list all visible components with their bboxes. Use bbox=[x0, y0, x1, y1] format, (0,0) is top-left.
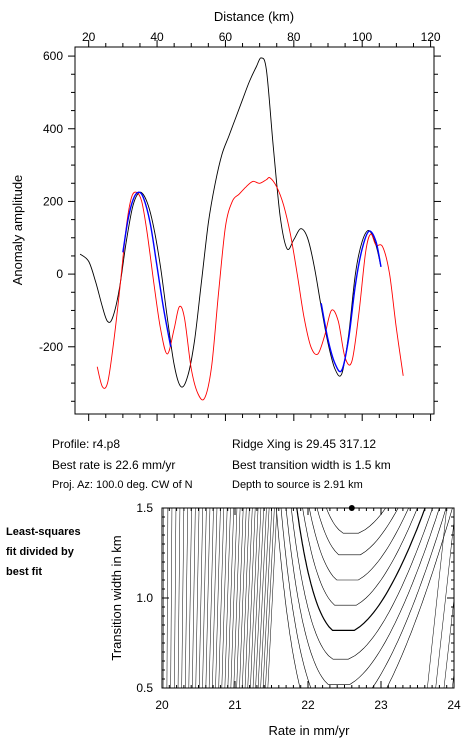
contour-line bbox=[302, 508, 418, 606]
x-tick-label: 21 bbox=[228, 698, 242, 712]
contour-ticks: 20 21 22 23 24 0.5 1.0 1.5 bbox=[136, 501, 461, 712]
least-squares-contour-chart: 20 21 22 23 24 0.5 1.0 1.5 Rate in mm/yr Transi… bbox=[109, 501, 467, 738]
contour-caption-line: best fit bbox=[6, 566, 43, 578]
profile-x-axis-label: Distance (km) bbox=[214, 9, 294, 24]
contour-line bbox=[296, 508, 426, 631]
profile-ticks: 20 40 60 80 100 120 -200 0 200 400 600 bbox=[39, 30, 441, 421]
contour-line bbox=[242, 508, 250, 688]
contour-x-axis-label: Rate in mm/yr bbox=[269, 723, 351, 738]
x-tick-label: 20 bbox=[155, 698, 169, 712]
contour-line bbox=[224, 508, 231, 688]
contour-line bbox=[192, 508, 196, 688]
contour-line bbox=[227, 508, 234, 688]
contour-line bbox=[260, 508, 270, 688]
contour-line bbox=[461, 508, 467, 688]
contour-line bbox=[262, 508, 273, 688]
x-tick-label: 40 bbox=[150, 30, 164, 44]
contour-line bbox=[202, 508, 207, 688]
x-tick-label: 60 bbox=[219, 30, 233, 44]
observed-anomaly-line bbox=[79, 57, 382, 388]
profile-series bbox=[79, 57, 404, 401]
contour-line bbox=[188, 508, 192, 688]
contour-line bbox=[443, 596, 454, 688]
contour-line bbox=[452, 671, 454, 688]
profile-plot-frame bbox=[74, 46, 435, 415]
x-tick-label: 100 bbox=[352, 30, 372, 44]
contour-line bbox=[212, 508, 218, 688]
contour-line bbox=[276, 508, 453, 688]
contour-line bbox=[427, 508, 447, 688]
contour-line bbox=[255, 508, 264, 688]
contour-line bbox=[326, 508, 386, 534]
contour-line bbox=[290, 508, 433, 660]
contour-line bbox=[195, 508, 200, 688]
contour-line bbox=[435, 518, 454, 688]
contour-line bbox=[316, 508, 399, 556]
contour-line bbox=[177, 508, 181, 688]
y-tick-label: -200 bbox=[39, 340, 63, 354]
contour-line bbox=[208, 508, 214, 688]
anomaly-profile-chart: 20 40 60 80 100 120 -200 0 200 400 600 Distance (k… bbox=[10, 9, 441, 421]
x-tick-label: 22 bbox=[301, 698, 315, 712]
contour-caption-line: Least-squares bbox=[6, 526, 81, 538]
contour-line bbox=[198, 508, 203, 688]
contour-y-axis-label: Transition width in km bbox=[109, 535, 124, 660]
y-tick-label: 1.5 bbox=[136, 501, 153, 515]
y-tick-label: 0.5 bbox=[136, 681, 153, 695]
contour-line bbox=[285, 508, 440, 685]
y-tick-label: 200 bbox=[43, 194, 63, 208]
contour-line bbox=[247, 508, 256, 688]
x-tick-label: 20 bbox=[82, 30, 96, 44]
contour-lines bbox=[162, 508, 467, 688]
contour-caption-line: fit divided by bbox=[6, 546, 74, 558]
profile-y-axis-label: Anomaly amplitude bbox=[10, 175, 25, 286]
x-tick-label: 120 bbox=[421, 30, 441, 44]
fit-segment-line bbox=[320, 230, 382, 373]
best-rate-label: Best rate is 22.6 mm/yr bbox=[52, 458, 176, 472]
best-transition-width-label: Best transition width is 1.5 km bbox=[232, 458, 391, 472]
contour-line bbox=[236, 508, 244, 688]
profile-label: Profile: r4.p8 bbox=[52, 437, 121, 451]
x-tick-label: 24 bbox=[447, 698, 461, 712]
contour-line bbox=[185, 508, 188, 688]
contour-line bbox=[221, 508, 228, 688]
y-tick-label: 1.0 bbox=[136, 591, 153, 605]
contour-line bbox=[230, 508, 238, 688]
contour-line bbox=[218, 508, 225, 688]
y-tick-label: 400 bbox=[43, 122, 63, 136]
x-tick-label: 80 bbox=[287, 30, 301, 44]
contour-line bbox=[170, 508, 173, 688]
best-fit-point bbox=[348, 505, 355, 511]
ridge-crossing-label: Ridge Xing is 29.45 317.12 bbox=[232, 437, 377, 451]
contour-caption: Least-squares fit divided by best fit bbox=[6, 522, 81, 582]
contour-line bbox=[239, 508, 247, 688]
projection-azimuth-label: Proj. Az: 100.0 deg. CW of N bbox=[52, 479, 193, 491]
contour-line bbox=[244, 508, 253, 688]
model-anomaly-line bbox=[96, 177, 404, 401]
x-tick-label: 23 bbox=[374, 698, 388, 712]
contour-line bbox=[174, 508, 177, 688]
contour-line bbox=[215, 508, 221, 688]
contour-line bbox=[205, 508, 211, 688]
y-tick-label: 600 bbox=[43, 49, 63, 63]
contour-line bbox=[280, 508, 447, 688]
contour-line bbox=[257, 508, 267, 688]
contour-line bbox=[250, 508, 259, 688]
y-tick-label: 0 bbox=[56, 267, 63, 281]
fit-segment-line bbox=[122, 191, 172, 347]
contour-line bbox=[233, 508, 241, 688]
contour-line bbox=[308, 508, 409, 581]
contour-line bbox=[252, 508, 262, 688]
contour-line bbox=[181, 508, 185, 688]
contour-line bbox=[267, 508, 278, 688]
contour-line bbox=[265, 508, 275, 688]
source-depth-label: Depth to source is 2.91 km bbox=[232, 479, 363, 491]
